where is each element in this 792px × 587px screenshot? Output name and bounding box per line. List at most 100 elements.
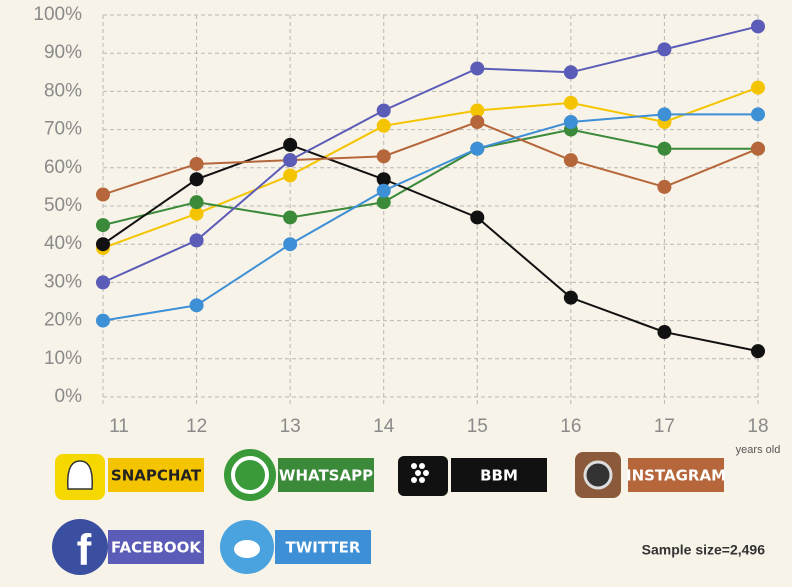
legend-swatch: [278, 458, 374, 492]
series-line: [102, 86, 759, 249]
legend-item: SNAPCHAT: [55, 454, 204, 500]
legend-item: WHATSAPP: [224, 449, 374, 501]
data-point: [376, 195, 391, 210]
legend-swatch: [451, 458, 547, 492]
series-line: [102, 25, 759, 284]
legend-swatch: [275, 530, 371, 564]
legend-label: FACEBOOK: [111, 539, 202, 557]
icon: [398, 456, 448, 496]
data-point: [376, 118, 391, 133]
y-tick-label: 0%: [55, 386, 83, 407]
legend-label: TWITTER: [286, 539, 361, 557]
data-point: [657, 107, 672, 122]
data-point: [376, 183, 391, 198]
data-point: [657, 42, 672, 57]
series-line: [102, 128, 758, 227]
icon: [419, 477, 425, 483]
legend-label: WHATSAPP: [279, 467, 373, 485]
series-line: [102, 143, 759, 353]
data-point: [189, 156, 204, 171]
data-point: [751, 80, 765, 95]
icon: [411, 477, 417, 483]
data-point: [376, 103, 391, 118]
legend-label: SNAPCHAT: [111, 467, 202, 485]
data-point: [96, 187, 110, 202]
data-point: [751, 107, 765, 122]
data-point: [751, 141, 765, 156]
sample-size-note: Sample size=2,496: [642, 542, 766, 558]
y-tick-label: 20%: [44, 310, 82, 331]
data-point: [96, 237, 110, 252]
data-point: [563, 65, 578, 80]
y-tick-label: 30%: [44, 271, 82, 292]
x-tick-label: 16: [560, 416, 581, 437]
icon: [234, 540, 260, 558]
data-point: [96, 313, 110, 328]
data-point: [283, 153, 298, 168]
y-tick-label: 10%: [44, 348, 82, 369]
data-point: [189, 195, 204, 210]
x-tick-label: 17: [654, 416, 675, 437]
legend-label: INSTAGRAM: [626, 467, 726, 485]
series-line: [102, 120, 759, 196]
x-tick-label: 14: [373, 416, 395, 437]
data-point: [751, 19, 765, 34]
legend-swatch: [108, 458, 204, 492]
x-tick-label: 13: [280, 416, 301, 437]
x-tick-label: 11: [109, 416, 129, 437]
data-point: [657, 179, 672, 194]
x-tick-label: 15: [467, 416, 488, 437]
data-point: [563, 290, 578, 305]
data-point: [563, 95, 578, 110]
data-point: [563, 153, 578, 168]
x-tick-label: 12: [186, 416, 207, 437]
icon: [52, 519, 108, 575]
icon: [423, 470, 429, 476]
data-point: [657, 325, 672, 340]
icon: [231, 456, 269, 494]
data-point: [657, 141, 672, 156]
data-point: [470, 61, 485, 76]
data-point: [563, 114, 578, 129]
legend-item: INSTAGRAM: [575, 452, 726, 498]
icon: [67, 460, 93, 490]
x-tick-label: 18: [747, 416, 768, 437]
y-tick-label: 90%: [44, 42, 82, 63]
data-point: [189, 233, 204, 248]
data-point: [189, 298, 204, 313]
data-point: [751, 344, 765, 359]
icon: [411, 463, 417, 469]
y-tick-label: 60%: [44, 157, 82, 178]
data-point: [189, 206, 204, 221]
data-point: [376, 172, 391, 187]
legend-item: TWITTER: [220, 520, 371, 574]
data-point: [283, 137, 298, 152]
y-tick-label: 70%: [44, 119, 82, 140]
y-tick-label: 50%: [44, 195, 82, 216]
icon: [415, 470, 421, 476]
legend-item: FACEBOOK f: [52, 519, 204, 575]
data-point: [376, 149, 391, 164]
y-tick-label: 80%: [44, 80, 82, 101]
y-tick-label: 100%: [33, 4, 82, 25]
data-point: [283, 168, 298, 183]
data-point: [470, 210, 485, 225]
data-point: [283, 210, 298, 225]
data-point: [470, 141, 485, 156]
data-point: [96, 218, 110, 233]
y-tick-label: 40%: [44, 233, 82, 254]
legend-swatch: [108, 530, 204, 564]
data-point: [470, 103, 485, 118]
data-point: [189, 172, 204, 187]
legend-label: BBM: [480, 467, 518, 485]
icon: [419, 463, 425, 469]
data-point: [283, 237, 298, 252]
series-line: [102, 113, 758, 322]
x-unit-label: years old: [736, 444, 781, 456]
legend-item: BBM: [398, 456, 547, 496]
icon: [583, 460, 613, 490]
data-point: [96, 275, 110, 290]
icon: f: [77, 526, 92, 575]
